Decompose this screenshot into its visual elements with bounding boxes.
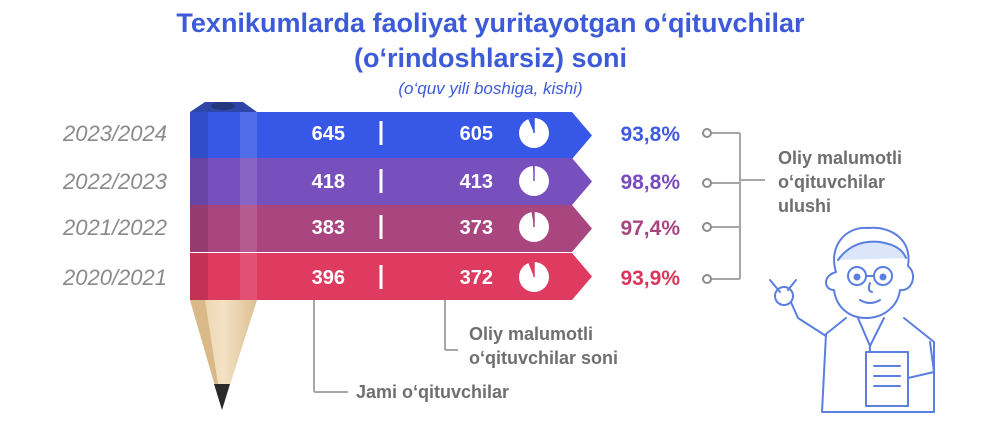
total-value-2020-2021: 396 bbox=[312, 267, 345, 289]
category-label-2023-2024: 2023/2024 bbox=[62, 121, 167, 146]
higher-ed-value-2022-2023: 413 bbox=[460, 171, 493, 193]
pencil-tip-icon bbox=[190, 300, 257, 410]
pencil-segment-2021-2022 bbox=[190, 205, 257, 252]
chart-subtitle: (o‘quv yili boshiga, kishi) bbox=[398, 79, 583, 98]
bar-2023-2024 bbox=[257, 112, 592, 159]
bar-2022-2023 bbox=[257, 158, 592, 205]
higher-ed-value-2023-2024: 605 bbox=[460, 123, 493, 145]
share-label-2022-2023: 98,8% bbox=[620, 171, 680, 194]
share-label-2020-2021: 93,9% bbox=[620, 267, 680, 290]
category-label-2020-2021: 2020/2021 bbox=[62, 265, 167, 290]
pencil-segment-2020-2021 bbox=[190, 253, 257, 300]
bar-2020-2021 bbox=[257, 253, 592, 300]
share-annotation-line-2: o‘qituvchilar bbox=[778, 172, 885, 192]
higher-ed-value-2020-2021: 372 bbox=[460, 267, 493, 289]
leader-dot-2023-2024 bbox=[702, 128, 712, 138]
category-label-2022-2023: 2022/2023 bbox=[62, 169, 168, 194]
share-annotation-line-3: ulushi bbox=[778, 196, 831, 216]
category-label-2021-2022: 2021/2022 bbox=[62, 215, 167, 240]
count-annotation-line-1: Oliy malumotli bbox=[469, 324, 593, 344]
share-annotation-line-1: Oliy malumotli bbox=[778, 148, 902, 168]
share-pie-remainder-2020-2021 bbox=[528, 262, 534, 277]
total-value-2021-2022: 383 bbox=[312, 217, 345, 239]
share-pie-remainder-2023-2024 bbox=[528, 118, 534, 133]
count-annotation-line-2: o‘qituvchilar soni bbox=[469, 348, 618, 368]
pencil-segment-2022-2023 bbox=[190, 158, 257, 205]
share-label-2021-2022: 97,4% bbox=[620, 217, 680, 240]
chart-title-line-1: Texnikumlarda faoliyat yuritayotgan o‘qi… bbox=[176, 8, 805, 38]
bar-2021-2022 bbox=[257, 205, 592, 252]
total-value-2023-2024: 645 bbox=[312, 123, 345, 145]
chart-title-line-2: (o‘rindoshlarsiz) soni bbox=[353, 43, 628, 73]
pencil-segment-2023-2024 bbox=[190, 112, 257, 159]
leader-dot-2020-2021 bbox=[702, 274, 712, 284]
leader-dot-2021-2022 bbox=[702, 222, 712, 232]
teacher-illustration-icon bbox=[769, 226, 935, 413]
annotation-dots bbox=[702, 128, 712, 284]
total-value-2022-2023: 418 bbox=[312, 171, 345, 193]
annotation-lines bbox=[313, 132, 765, 393]
total-annotation-label: Jami o‘qituvchilar bbox=[356, 382, 509, 402]
share-label-2023-2024: 93,8% bbox=[620, 123, 680, 146]
higher-ed-value-2021-2022: 373 bbox=[460, 217, 493, 239]
leader-dot-2022-2023 bbox=[702, 178, 712, 188]
